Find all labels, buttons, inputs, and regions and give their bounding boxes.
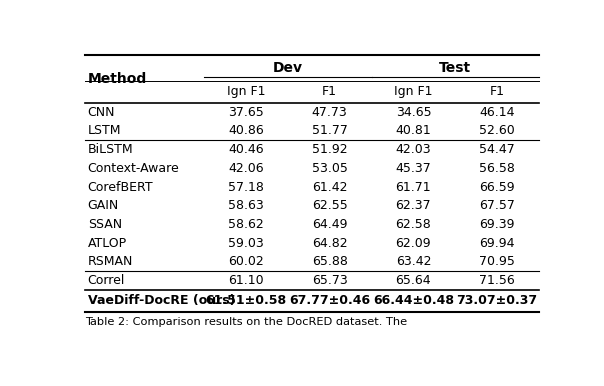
Text: 52.60: 52.60 [479, 124, 515, 137]
Text: RSMAN: RSMAN [88, 256, 133, 268]
Text: BiLSTM: BiLSTM [88, 143, 133, 156]
Text: 63.42: 63.42 [396, 256, 431, 268]
Text: 65.88: 65.88 [312, 256, 348, 268]
Text: 47.73: 47.73 [312, 106, 348, 119]
Text: 61.51±0.58: 61.51±0.58 [205, 295, 287, 307]
Text: 62.37: 62.37 [396, 199, 431, 212]
Text: 69.94: 69.94 [480, 237, 515, 250]
Text: 34.65: 34.65 [396, 106, 431, 119]
Text: F1: F1 [490, 85, 504, 98]
Text: 60.02: 60.02 [228, 256, 264, 268]
Text: 40.81: 40.81 [396, 124, 431, 137]
Text: F1: F1 [323, 85, 337, 98]
Text: Correl: Correl [88, 274, 125, 287]
Text: CorefBERT: CorefBERT [88, 181, 153, 193]
Text: 57.18: 57.18 [228, 181, 264, 193]
Text: 40.46: 40.46 [228, 143, 264, 156]
Text: Ign F1: Ign F1 [394, 85, 432, 98]
Text: 37.65: 37.65 [228, 106, 264, 119]
Text: 65.64: 65.64 [396, 274, 431, 287]
Text: VaeDiff-DocRE (ours): VaeDiff-DocRE (ours) [88, 295, 235, 307]
Text: Table 2: Comparison results on the DocRED dataset. The: Table 2: Comparison results on the DocRE… [85, 317, 407, 327]
Text: 65.73: 65.73 [312, 274, 348, 287]
Text: 51.77: 51.77 [312, 124, 348, 137]
Text: 56.58: 56.58 [479, 162, 515, 175]
Text: Context-Aware: Context-Aware [88, 162, 179, 175]
Text: GAIN: GAIN [88, 199, 119, 212]
Text: SSAN: SSAN [88, 218, 122, 231]
Text: 59.03: 59.03 [228, 237, 264, 250]
Text: 53.05: 53.05 [312, 162, 348, 175]
Text: 62.09: 62.09 [396, 237, 431, 250]
Text: 40.86: 40.86 [228, 124, 264, 137]
Text: LSTM: LSTM [88, 124, 121, 137]
Text: 45.37: 45.37 [396, 162, 431, 175]
Text: ATLOP: ATLOP [88, 237, 127, 250]
Text: 62.55: 62.55 [312, 199, 348, 212]
Text: 67.77±0.46: 67.77±0.46 [289, 295, 370, 307]
Text: 66.44±0.48: 66.44±0.48 [373, 295, 454, 307]
Text: 62.58: 62.58 [396, 218, 431, 231]
Text: 58.63: 58.63 [228, 199, 264, 212]
Text: 73.07±0.37: 73.07±0.37 [457, 295, 538, 307]
Text: Dev: Dev [273, 61, 303, 75]
Text: 58.62: 58.62 [228, 218, 264, 231]
Text: 61.42: 61.42 [312, 181, 347, 193]
Text: 61.71: 61.71 [396, 181, 431, 193]
Text: 69.39: 69.39 [480, 218, 515, 231]
Text: 51.92: 51.92 [312, 143, 347, 156]
Text: 66.59: 66.59 [479, 181, 515, 193]
Text: 70.95: 70.95 [479, 256, 515, 268]
Text: Method: Method [88, 72, 147, 86]
Text: 71.56: 71.56 [479, 274, 515, 287]
Text: CNN: CNN [88, 106, 115, 119]
Text: 42.06: 42.06 [228, 162, 264, 175]
Text: 64.49: 64.49 [312, 218, 347, 231]
Text: 61.10: 61.10 [228, 274, 264, 287]
Text: 42.03: 42.03 [396, 143, 431, 156]
Text: 54.47: 54.47 [479, 143, 515, 156]
Text: 64.82: 64.82 [312, 237, 347, 250]
Text: 67.57: 67.57 [479, 199, 515, 212]
Text: 46.14: 46.14 [480, 106, 515, 119]
Text: Test: Test [439, 61, 471, 75]
Text: Ign F1: Ign F1 [227, 85, 265, 98]
